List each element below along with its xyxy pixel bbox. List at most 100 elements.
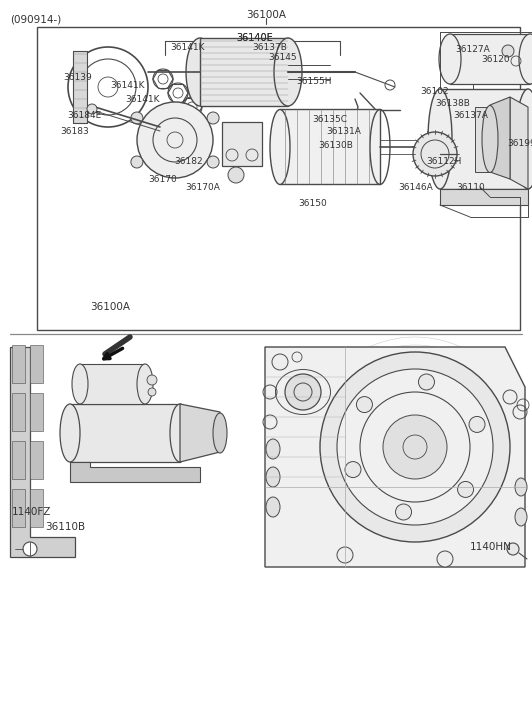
Text: 36183: 36183	[60, 126, 89, 135]
Circle shape	[458, 481, 473, 497]
Circle shape	[137, 102, 213, 178]
Circle shape	[337, 547, 353, 563]
Text: 36102: 36102	[420, 87, 448, 95]
Circle shape	[87, 104, 97, 114]
Text: 36150: 36150	[298, 198, 327, 207]
Ellipse shape	[515, 508, 527, 526]
Bar	[440, 89, 528, 189]
Circle shape	[383, 415, 447, 479]
Bar	[200, 38, 288, 106]
Bar	[30, 393, 43, 431]
Circle shape	[147, 375, 157, 385]
Bar	[30, 489, 43, 527]
Text: 36141K: 36141K	[170, 42, 204, 52]
Bar	[473, 67, 532, 129]
Text: 36131A: 36131A	[326, 126, 361, 135]
Ellipse shape	[60, 404, 80, 462]
Bar	[12, 489, 25, 527]
Bar	[450, 34, 530, 84]
Text: 36130B: 36130B	[318, 140, 353, 150]
Circle shape	[356, 396, 372, 413]
Text: 1140HN: 1140HN	[470, 542, 512, 552]
Text: 36141K: 36141K	[125, 95, 160, 105]
Bar	[37, 27, 520, 330]
Polygon shape	[265, 347, 525, 567]
Circle shape	[23, 542, 37, 556]
Polygon shape	[70, 462, 200, 482]
Polygon shape	[180, 404, 220, 462]
Circle shape	[395, 504, 412, 520]
Bar	[280, 109, 380, 184]
Bar	[475, 107, 505, 172]
Polygon shape	[10, 347, 75, 557]
Circle shape	[131, 156, 143, 168]
Text: 36140E: 36140E	[237, 33, 273, 43]
Text: 36110: 36110	[456, 182, 485, 191]
Circle shape	[413, 132, 457, 176]
Text: 36100A: 36100A	[246, 10, 286, 20]
Text: 36127A: 36127A	[455, 46, 490, 55]
Circle shape	[345, 462, 361, 478]
Circle shape	[207, 112, 219, 124]
Bar	[222, 122, 262, 166]
Text: 36137B: 36137B	[252, 42, 287, 52]
Bar	[80, 364, 145, 404]
Circle shape	[320, 352, 510, 542]
Text: 36199: 36199	[507, 140, 532, 148]
Text: 36146A: 36146A	[398, 182, 433, 191]
Text: (090914-): (090914-)	[10, 15, 61, 25]
Bar	[30, 345, 43, 383]
Text: 36110B: 36110B	[45, 522, 85, 532]
Text: 36100A: 36100A	[90, 302, 130, 312]
Text: 36184E: 36184E	[67, 111, 101, 119]
Ellipse shape	[72, 364, 88, 404]
Circle shape	[272, 354, 288, 370]
Ellipse shape	[137, 364, 153, 404]
Text: 36140E: 36140E	[237, 33, 273, 43]
Ellipse shape	[170, 404, 190, 462]
Ellipse shape	[439, 34, 461, 84]
Text: 36155H: 36155H	[296, 78, 331, 87]
Circle shape	[337, 369, 493, 525]
Polygon shape	[440, 189, 528, 205]
Circle shape	[502, 45, 514, 57]
Text: 36170A: 36170A	[185, 182, 220, 191]
Ellipse shape	[274, 38, 302, 106]
Ellipse shape	[186, 38, 214, 106]
Circle shape	[469, 417, 485, 433]
Ellipse shape	[270, 110, 290, 185]
Text: 36182: 36182	[174, 156, 203, 166]
Ellipse shape	[266, 497, 280, 517]
Ellipse shape	[266, 467, 280, 487]
Ellipse shape	[515, 478, 527, 496]
Bar	[12, 345, 25, 383]
Bar	[12, 441, 25, 479]
Circle shape	[437, 551, 453, 567]
Circle shape	[207, 156, 219, 168]
Ellipse shape	[482, 105, 498, 172]
Text: 36120: 36120	[481, 55, 510, 63]
Bar	[30, 441, 43, 479]
Text: 36137A: 36137A	[453, 111, 488, 119]
Text: 36139: 36139	[63, 73, 92, 81]
Circle shape	[131, 112, 143, 124]
Circle shape	[419, 374, 435, 390]
Circle shape	[507, 543, 519, 555]
Bar	[12, 393, 25, 431]
Ellipse shape	[519, 34, 532, 84]
Circle shape	[285, 374, 321, 410]
Ellipse shape	[428, 89, 452, 189]
Text: 1140FZ: 1140FZ	[12, 507, 52, 517]
Polygon shape	[490, 97, 510, 179]
Circle shape	[148, 388, 156, 396]
Text: 36112H: 36112H	[426, 156, 461, 166]
Text: 36138B: 36138B	[435, 98, 470, 108]
Polygon shape	[510, 97, 528, 189]
Circle shape	[228, 167, 244, 183]
Ellipse shape	[516, 89, 532, 189]
Ellipse shape	[213, 413, 227, 453]
Text: 36141K: 36141K	[110, 81, 145, 90]
Text: 36145: 36145	[268, 54, 297, 63]
Ellipse shape	[266, 439, 280, 459]
Bar	[70, 404, 180, 462]
